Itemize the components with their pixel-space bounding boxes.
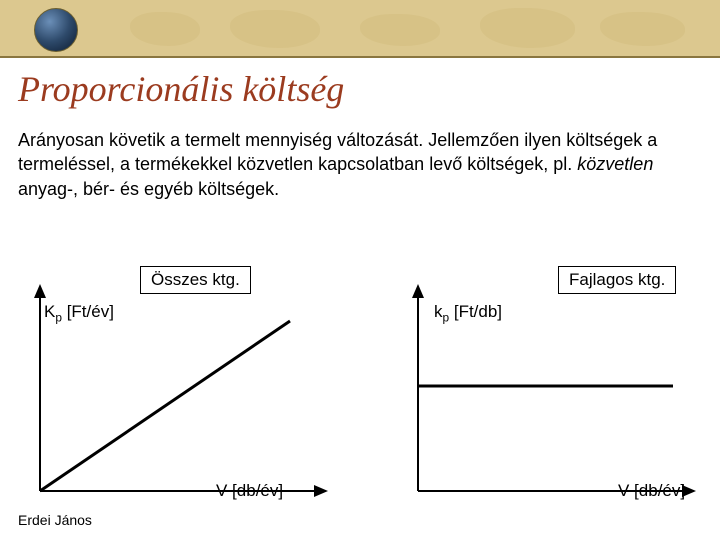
page-title: Proporcionális költség	[18, 68, 344, 110]
x-axis-label: V [db/év]	[618, 481, 685, 501]
map-decor	[230, 10, 320, 48]
chart-svg	[388, 266, 720, 506]
banner-underline	[0, 56, 720, 58]
paragraph-part2: anyag-, bér- és egyéb költségek.	[18, 179, 279, 199]
map-decor	[360, 14, 440, 46]
map-decor	[480, 8, 575, 48]
x-axis-label: V [db/év]	[216, 481, 283, 501]
chart-unit-cost: Fajlagos ktg. kp [Ft/db] V [db/év]	[388, 266, 720, 506]
chart-total-cost: Összes ktg. Kp [Ft/év] V [db/év]	[20, 266, 360, 506]
paragraph-italic: közvetlen	[577, 154, 653, 174]
map-decor	[130, 12, 200, 46]
footer-author: Erdei János	[18, 512, 92, 528]
chart-svg	[20, 266, 360, 506]
chart-area: Összes ktg. Kp [Ft/év] V [db/év] Fajlago…	[0, 266, 720, 516]
globe-icon	[34, 8, 78, 52]
body-paragraph: Arányosan követik a termelt mennyiség vá…	[18, 128, 698, 201]
paragraph-part1: Arányosan követik a termelt mennyiség vá…	[18, 130, 657, 174]
map-decor	[600, 12, 685, 46]
header-banner	[0, 0, 720, 58]
